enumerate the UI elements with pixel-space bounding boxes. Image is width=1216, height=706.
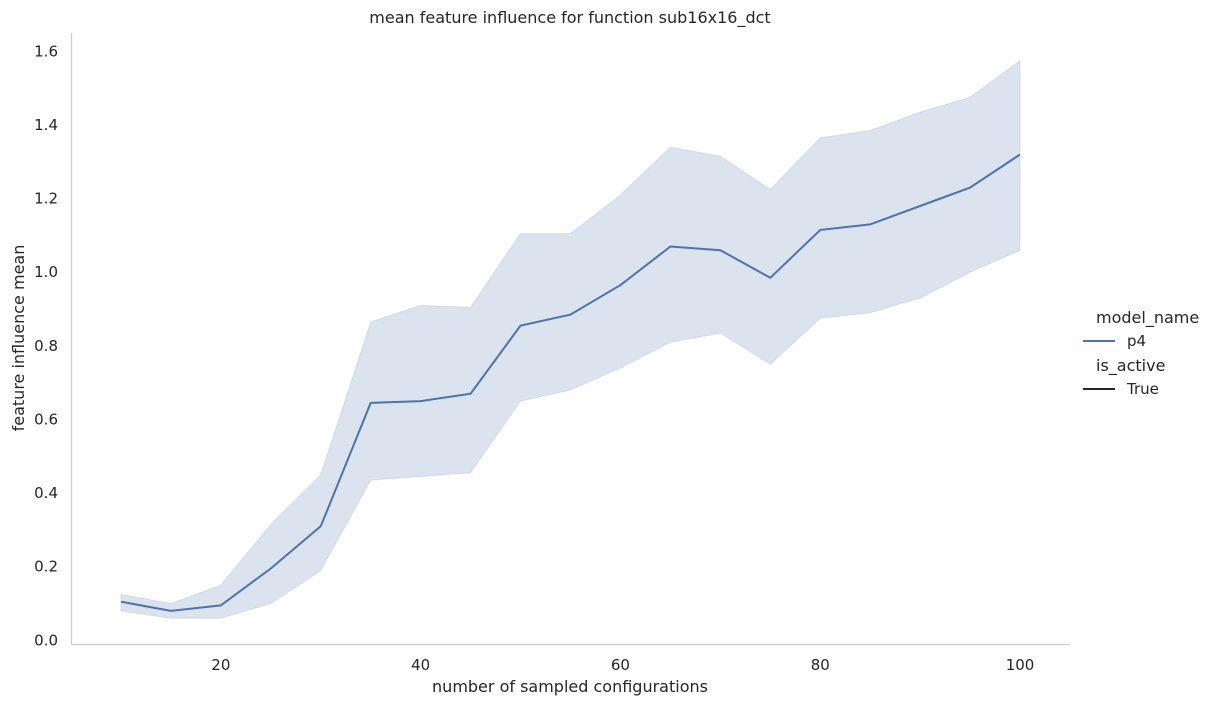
x-tick-label: 40 xyxy=(411,656,430,674)
y-axis-label: feature influence mean xyxy=(9,245,28,432)
y-tick-label: 1.0 xyxy=(34,263,58,281)
y-tick-label: 0.0 xyxy=(34,631,58,649)
x-axis-label: number of sampled configurations xyxy=(432,677,708,696)
y-tick-label: 0.2 xyxy=(34,558,58,576)
y-tick-label: 0.6 xyxy=(34,410,58,428)
legend-label-true: True xyxy=(1126,380,1159,398)
y-tick-label: 1.2 xyxy=(34,190,58,208)
series-line-p4 xyxy=(120,153,1021,612)
y-tick-label: 1.4 xyxy=(34,116,58,134)
x-tick-label: 60 xyxy=(611,656,630,674)
x-tick-label: 20 xyxy=(211,656,230,674)
legend-title-model-name: model_name xyxy=(1096,308,1199,328)
y-tick-label: 0.4 xyxy=(34,484,58,502)
legend: model_name p4 is_active True xyxy=(1083,308,1199,398)
confidence-band xyxy=(120,59,1021,619)
legend-label-p4: p4 xyxy=(1127,332,1146,350)
chart-title: mean feature influence for function sub1… xyxy=(369,8,770,28)
plot-area xyxy=(120,59,1021,619)
y-tick-label: 1.6 xyxy=(34,42,58,60)
y-tick-label: 0.8 xyxy=(34,337,58,355)
y-axis-ticks: 0.0 0.2 0.4 0.6 0.8 1.0 1.2 1.4 1.6 xyxy=(34,42,58,649)
x-tick-label: 80 xyxy=(811,656,830,674)
x-axis-ticks: 20 40 60 80 100 xyxy=(211,656,1034,674)
legend-title-is-active: is_active xyxy=(1096,356,1165,376)
x-tick-label: 100 xyxy=(1006,656,1035,674)
